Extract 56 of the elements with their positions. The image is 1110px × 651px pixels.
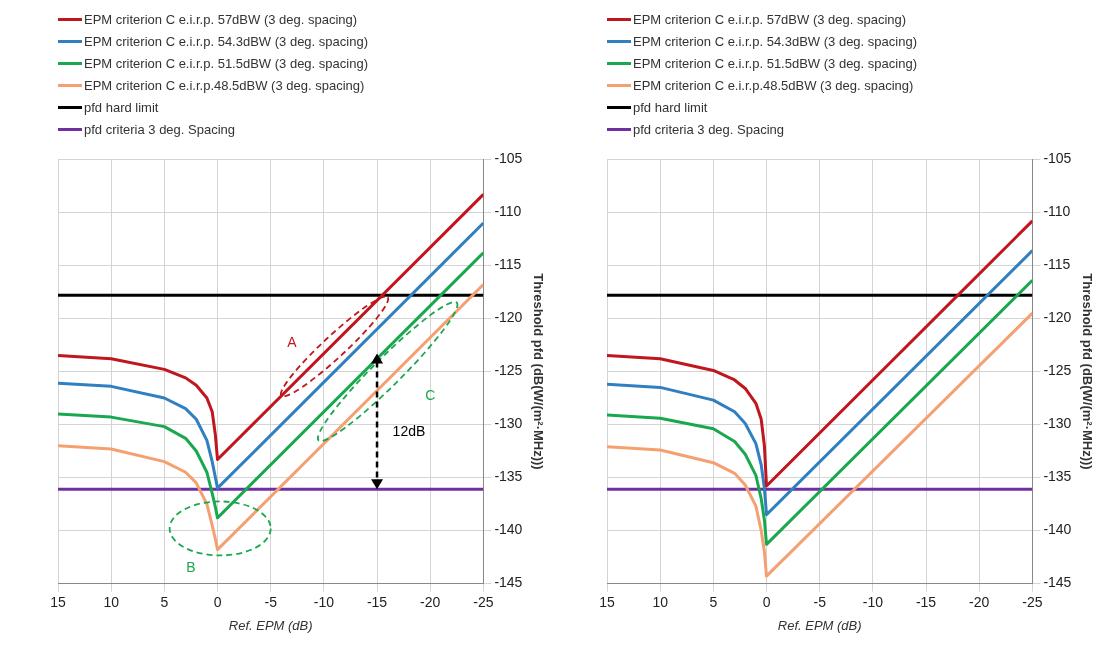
y-tick-label: -110 <box>1043 203 1071 220</box>
legend-label: pfd hard limit <box>633 99 708 115</box>
x-tick-label: -15 <box>915 593 937 610</box>
x-tick-label: -10 <box>313 593 335 610</box>
y-tick-label: -135 <box>494 468 523 485</box>
annotation: B <box>186 558 196 575</box>
x-tick-label: 15 <box>599 593 615 610</box>
y-tick-label: -135 <box>1043 468 1072 485</box>
x-tick-label: 0 <box>762 593 771 610</box>
y-tick-label: -145 <box>1043 574 1072 591</box>
x-axis-title: Ref. EPM (dB) <box>228 617 313 633</box>
x-tick-label: 10 <box>103 593 120 610</box>
x-tick-label: -25 <box>1022 593 1043 610</box>
legend-label: EPM criterion C e.i.r.p. 54.3dBW (3 deg. spacing) <box>633 33 917 49</box>
y-tick-label: -105 <box>494 150 523 167</box>
x-tick-label: -20 <box>420 593 441 610</box>
y-tick-label: -115 <box>494 256 522 273</box>
y-tick-label: -120 <box>494 309 523 326</box>
annotation: 12dB <box>392 422 426 439</box>
x-tick-label: 10 <box>652 593 669 610</box>
x-tick-label: 0 <box>213 593 222 610</box>
x-tick-label: 5 <box>160 593 169 610</box>
x-tick-label: -20 <box>969 593 990 610</box>
legend-label: EPM criterion C e.i.r.p. 54.3dBW (3 deg. spacing) <box>84 33 368 49</box>
y-axis-title: Threshold pfd (dB(W/(m²·MHz))) <box>1079 273 1095 470</box>
legend-label: EPM criterion C e.i.r.p. 57dBW (3 deg. spacing) <box>84 11 358 27</box>
y-tick-label: -120 <box>1043 309 1072 326</box>
legend-label: EPM criterion C e.i.r.p.48.5dBW (3 deg. spacing) <box>633 77 914 93</box>
x-tick-label: -5 <box>813 593 827 610</box>
y-tick-label: -110 <box>494 203 522 220</box>
y-tick-label: -115 <box>1043 256 1071 273</box>
annotation: A <box>287 333 298 350</box>
y-tick-label: -140 <box>1043 521 1072 538</box>
y-tick-label: -125 <box>1043 362 1072 379</box>
legend-label: pfd hard limit <box>84 99 159 115</box>
x-tick-label: -15 <box>366 593 388 610</box>
legend-label: EPM criterion C e.i.r.p. 57dBW (3 deg. spacing) <box>633 11 907 27</box>
legend-label: EPM criterion C e.i.r.p.48.5dBW (3 deg. spacing) <box>84 77 365 93</box>
y-tick-label: -125 <box>494 362 523 379</box>
y-tick-label: -130 <box>1043 415 1072 432</box>
legend-label: pfd criteria 3 deg. Spacing <box>84 121 236 137</box>
x-tick-label: 15 <box>50 593 66 610</box>
y-tick-label: -130 <box>494 415 523 432</box>
y-tick-label: -105 <box>1043 150 1072 167</box>
legend-label: EPM criterion C e.i.r.p. 51.5dBW (3 deg. spacing) <box>633 55 917 71</box>
legend-label: EPM criterion C e.i.r.p. 51.5dBW (3 deg. spacing) <box>84 55 368 71</box>
x-tick-label: -10 <box>862 593 884 610</box>
legend-label: pfd criteria 3 deg. Spacing <box>633 121 785 137</box>
x-tick-label: 5 <box>709 593 718 610</box>
annotation: C <box>425 386 436 403</box>
x-tick-label: -25 <box>473 593 494 610</box>
y-tick-label: -145 <box>494 574 523 591</box>
x-axis-title: Ref. EPM (dB) <box>777 617 862 633</box>
y-axis-title: Threshold pfd (dB(W/(m²·MHz))) <box>530 273 546 470</box>
x-tick-label: -5 <box>264 593 278 610</box>
y-tick-label: -140 <box>494 521 523 538</box>
